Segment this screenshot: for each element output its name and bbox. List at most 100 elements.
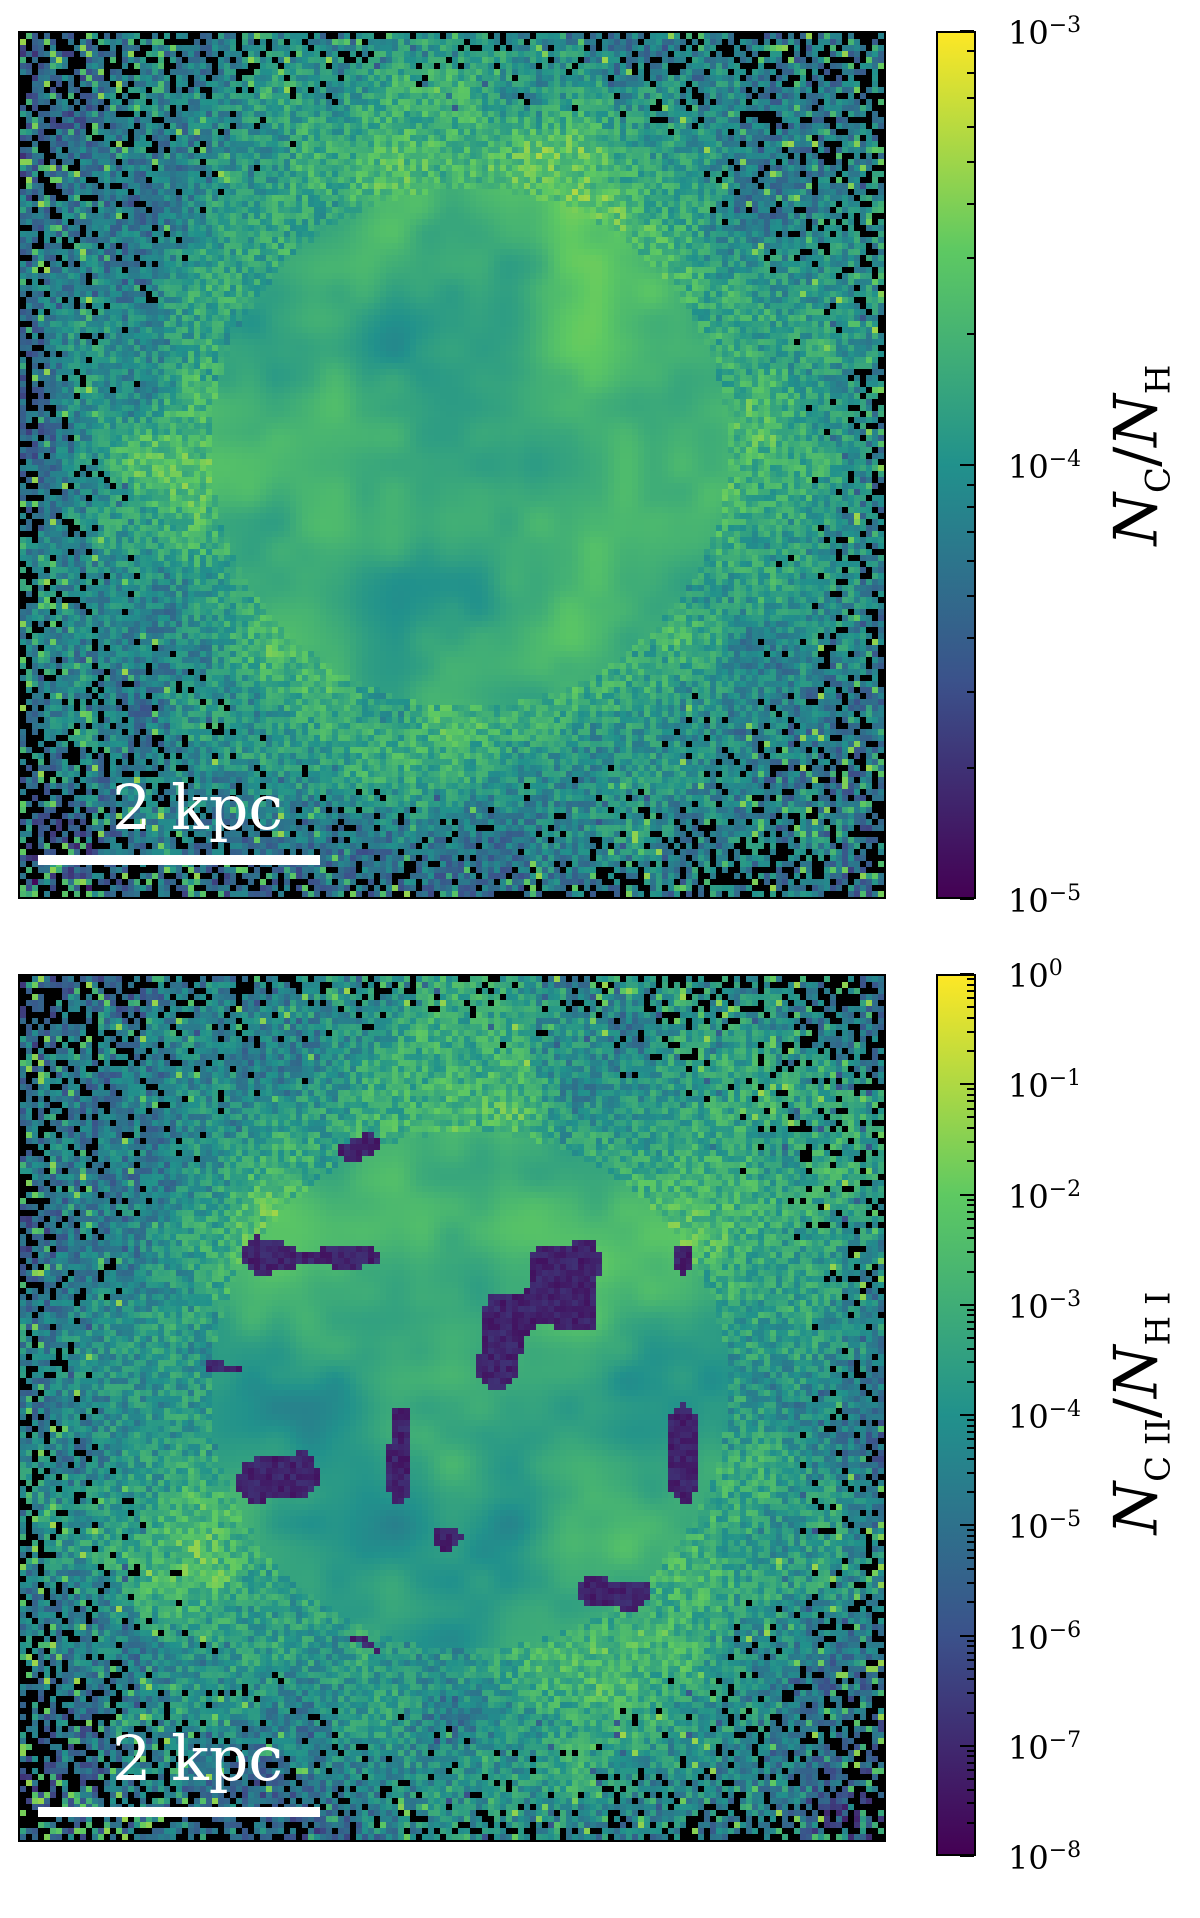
colorbar-minor-tick bbox=[967, 1549, 974, 1551]
tick-label-base: 10 bbox=[1008, 960, 1049, 992]
colorbar-tick-label: 10−3 bbox=[1008, 1289, 1081, 1323]
colorbar-minor-tick bbox=[967, 1031, 974, 1033]
colorbar-major-tick bbox=[960, 898, 974, 900]
colorbar-minor-tick bbox=[967, 1227, 974, 1229]
tick-label-exponent: −6 bbox=[1049, 1618, 1081, 1643]
colorbar-minor-tick bbox=[967, 1601, 974, 1603]
colorbar-minor-tick bbox=[967, 1645, 974, 1647]
tick-label-exponent: −8 bbox=[1049, 1838, 1081, 1863]
colorbar-minor-tick bbox=[967, 595, 974, 597]
tick-label-exponent: −4 bbox=[1049, 447, 1081, 472]
colorbar-minor-tick bbox=[967, 1802, 974, 1804]
colorbar-minor-tick bbox=[967, 203, 974, 205]
colorbar-minor-tick bbox=[967, 1582, 974, 1584]
colorbar-tick-label: 10−8 bbox=[1008, 1840, 1081, 1874]
colorbar-minor-tick bbox=[967, 506, 974, 508]
colorbar-major-tick bbox=[960, 1745, 974, 1747]
colorbar-minor-tick bbox=[967, 1309, 974, 1311]
colorbar-minor-tick bbox=[967, 1692, 974, 1694]
colorbar-minor-tick bbox=[967, 1419, 974, 1421]
colorbar-minor-tick bbox=[967, 97, 974, 99]
tick-label-exponent: −3 bbox=[1049, 1287, 1081, 1312]
colorbar-major-tick bbox=[960, 1083, 974, 1085]
colorbar-tick-label: 10−4 bbox=[1008, 1399, 1081, 1433]
colorbar-major-tick bbox=[960, 1524, 974, 1526]
tick-label-exponent: −5 bbox=[1049, 881, 1081, 906]
colorbar-minor-tick bbox=[967, 1668, 974, 1670]
colorbar-major-tick bbox=[960, 1855, 974, 1857]
colorbar-major-tick bbox=[960, 1635, 974, 1637]
colorbar-title-sub1: C II bbox=[1139, 1418, 1179, 1482]
colorbar-minor-tick bbox=[967, 978, 974, 980]
colorbar-tick-label: 10−7 bbox=[1008, 1730, 1081, 1764]
colorbar-minor-tick bbox=[967, 1769, 974, 1771]
colorbar-minor-tick bbox=[967, 50, 974, 52]
colorbar-title-n2: N bbox=[1102, 1345, 1172, 1398]
colorbar-minor-tick bbox=[967, 1652, 974, 1654]
colorbar-minor-tick bbox=[967, 1472, 974, 1474]
tick-label-exponent: 0 bbox=[1049, 956, 1063, 981]
colorbar-tick-label: 10−1 bbox=[1008, 1068, 1081, 1102]
tick-label-base: 10 bbox=[1008, 1842, 1049, 1874]
colorbar-minor-tick bbox=[967, 1447, 974, 1449]
colorbar-minor-tick bbox=[967, 1237, 974, 1239]
ion-ratio-map bbox=[18, 974, 886, 1842]
ion-ratio-map-image bbox=[20, 976, 884, 1840]
tick-label-base: 10 bbox=[1008, 17, 1049, 49]
colorbar-tick-label: 10−4 bbox=[1008, 449, 1081, 483]
colorbar-minor-tick bbox=[967, 691, 974, 693]
colorbar-title-n1: N bbox=[1102, 1482, 1172, 1535]
tick-label-exponent: −1 bbox=[1049, 1066, 1081, 1091]
colorbar-major-tick bbox=[960, 1304, 974, 1306]
tick-label-base: 10 bbox=[1008, 1732, 1049, 1764]
colorbar-minor-tick bbox=[967, 1529, 974, 1531]
colorbar-minor-tick bbox=[967, 1381, 974, 1383]
abundance-map bbox=[18, 31, 886, 899]
colorbar-minor-tick bbox=[967, 990, 974, 992]
abundance-map-image bbox=[20, 33, 884, 897]
colorbar-minor-tick bbox=[967, 1204, 974, 1206]
tick-label-exponent: −4 bbox=[1049, 1397, 1081, 1422]
tick-label-base: 10 bbox=[1008, 1070, 1049, 1102]
scalebar-line bbox=[38, 855, 320, 865]
colorbar-minor-tick bbox=[967, 1822, 974, 1824]
colorbar-minor-tick bbox=[967, 1568, 974, 1570]
colorbar-major-tick bbox=[960, 464, 974, 466]
colorbar-minor-tick bbox=[967, 531, 974, 533]
colorbar-minor-tick bbox=[967, 984, 974, 986]
colorbar-minor-tick bbox=[967, 1778, 974, 1780]
colorbar-minor-tick bbox=[967, 1458, 974, 1460]
tick-label-exponent: −2 bbox=[1049, 1177, 1081, 1202]
colorbar-minor-tick bbox=[967, 1314, 974, 1316]
colorbar-minor-tick bbox=[967, 1750, 974, 1752]
colorbar-tick-label: 10−5 bbox=[1008, 883, 1081, 917]
tick-label-base: 10 bbox=[1008, 1511, 1049, 1543]
colorbar-minor-tick bbox=[967, 72, 974, 74]
tick-label-base: 10 bbox=[1008, 1622, 1049, 1654]
colorbar-minor-tick bbox=[967, 1100, 974, 1102]
colorbar-tick-label: 10−2 bbox=[1008, 1179, 1081, 1213]
colorbar-minor-tick bbox=[967, 1712, 974, 1714]
colorbar-minor-tick bbox=[967, 1218, 974, 1220]
scalebar-label: 2 kpc bbox=[112, 777, 312, 839]
tick-label-base: 10 bbox=[1008, 1291, 1049, 1323]
colorbar-minor-tick bbox=[967, 1425, 974, 1427]
colorbar-title-n1: N bbox=[1102, 493, 1172, 546]
colorbar-minor-tick bbox=[967, 1755, 974, 1757]
colorbar-title: NC II/NH I bbox=[1102, 1292, 1179, 1535]
colorbar-minor-tick bbox=[967, 333, 974, 335]
tick-label-exponent: −3 bbox=[1049, 13, 1081, 38]
scalebar-line bbox=[38, 1807, 320, 1817]
colorbar-minor-tick bbox=[967, 1108, 974, 1110]
colorbar-minor-tick bbox=[967, 637, 974, 639]
colorbar-minor-tick bbox=[967, 1328, 974, 1330]
colorbar-title-sub2: H bbox=[1139, 365, 1179, 395]
colorbar-major-tick bbox=[960, 1194, 974, 1196]
colorbar-minor-tick bbox=[967, 161, 974, 163]
colorbar-major-tick bbox=[960, 973, 974, 975]
colorbar-tick-label: 10−3 bbox=[1008, 15, 1081, 49]
colorbar-minor-tick bbox=[967, 1088, 974, 1090]
colorbar-minor-tick bbox=[967, 126, 974, 128]
colorbar-minor-tick bbox=[967, 257, 974, 259]
colorbar-title-slash: / bbox=[1102, 447, 1172, 467]
